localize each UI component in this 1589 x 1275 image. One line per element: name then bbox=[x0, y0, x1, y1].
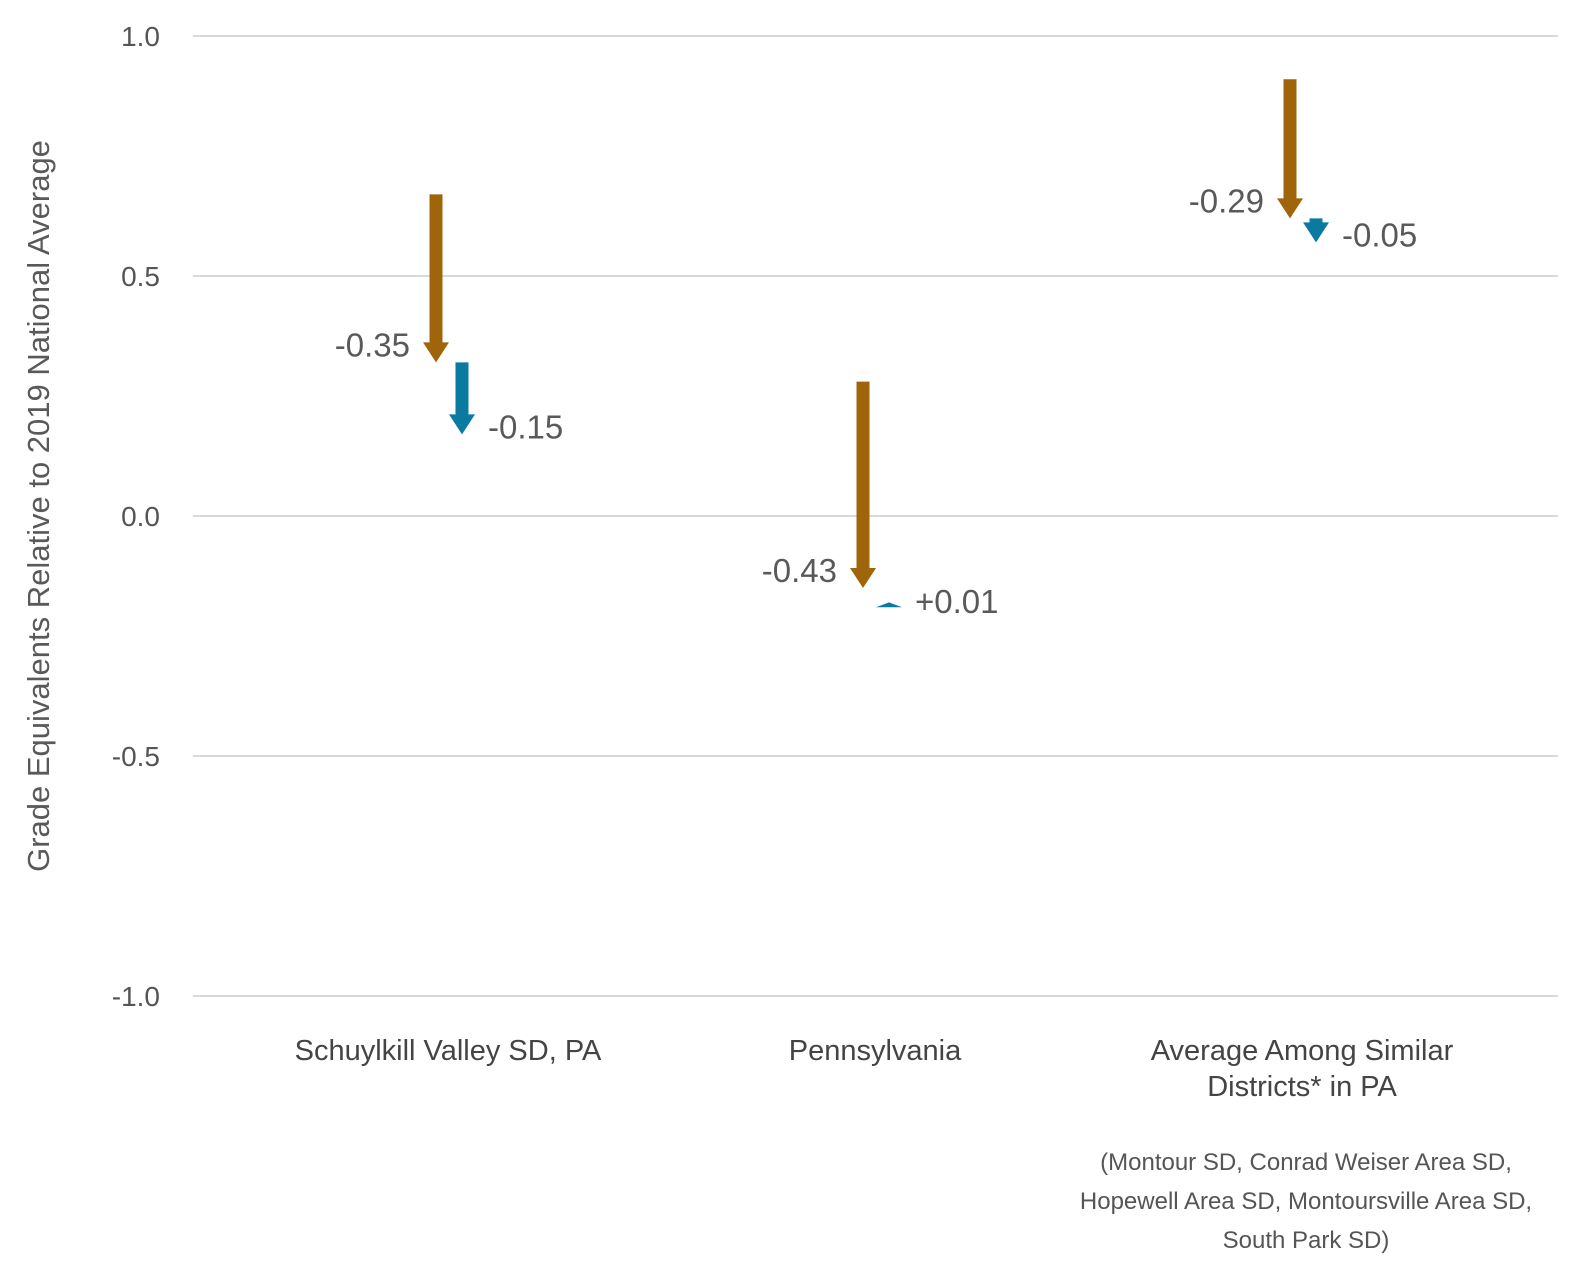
y-tick-label: 0.5 bbox=[121, 261, 160, 292]
value-label: -0.43 bbox=[762, 552, 837, 589]
y-tick-label: 1.0 bbox=[121, 21, 160, 52]
y-axis-title: Grade Equivalents Relative to 2019 Natio… bbox=[21, 140, 56, 872]
category-label: Average Among Similar bbox=[1151, 1035, 1454, 1067]
arrow-mark bbox=[449, 362, 475, 435]
arrow-marks bbox=[423, 79, 1329, 608]
y-tick-labels: 1.0 0.5 0.0 -0.5 -1.0 bbox=[112, 21, 160, 1012]
category-label: Schuylkill Valley SD, PA bbox=[295, 1035, 602, 1067]
category-note: (Montour SD, Conrad Weiser Area SD, Hopew… bbox=[1080, 1149, 1532, 1254]
arrow-mark bbox=[1277, 79, 1303, 219]
category-note-line: South Park SD) bbox=[1223, 1227, 1390, 1254]
category-labels: Schuylkill Valley SD, PA Pennsylvania Aver… bbox=[295, 1035, 1454, 1103]
value-label: -0.29 bbox=[1189, 182, 1264, 219]
category-label: Pennsylvania bbox=[789, 1035, 962, 1067]
value-label: -0.15 bbox=[488, 408, 563, 445]
y-tick-label: -0.5 bbox=[112, 741, 160, 772]
value-label: -0.35 bbox=[335, 326, 410, 363]
category-label: Districts* in PA bbox=[1207, 1071, 1397, 1103]
arrow-mark bbox=[876, 602, 902, 608]
arrow-mark bbox=[850, 381, 876, 588]
y-tick-label: -1.0 bbox=[112, 981, 160, 1012]
value-label: +0.01 bbox=[915, 583, 999, 620]
category-note-line: Hopewell Area SD, Montoursville Area SD, bbox=[1080, 1188, 1532, 1215]
grid-layer bbox=[193, 35, 1558, 997]
value-labels: -0.35 -0.43 -0.29 -0.15 +0.01 -0.05 bbox=[335, 182, 1417, 620]
value-label: -0.05 bbox=[1342, 216, 1417, 253]
arrow-mark bbox=[1303, 218, 1329, 243]
y-tick-label: 0.0 bbox=[121, 501, 160, 532]
category-note-line: (Montour SD, Conrad Weiser Area SD, bbox=[1100, 1149, 1512, 1176]
arrow-mark bbox=[423, 194, 449, 363]
